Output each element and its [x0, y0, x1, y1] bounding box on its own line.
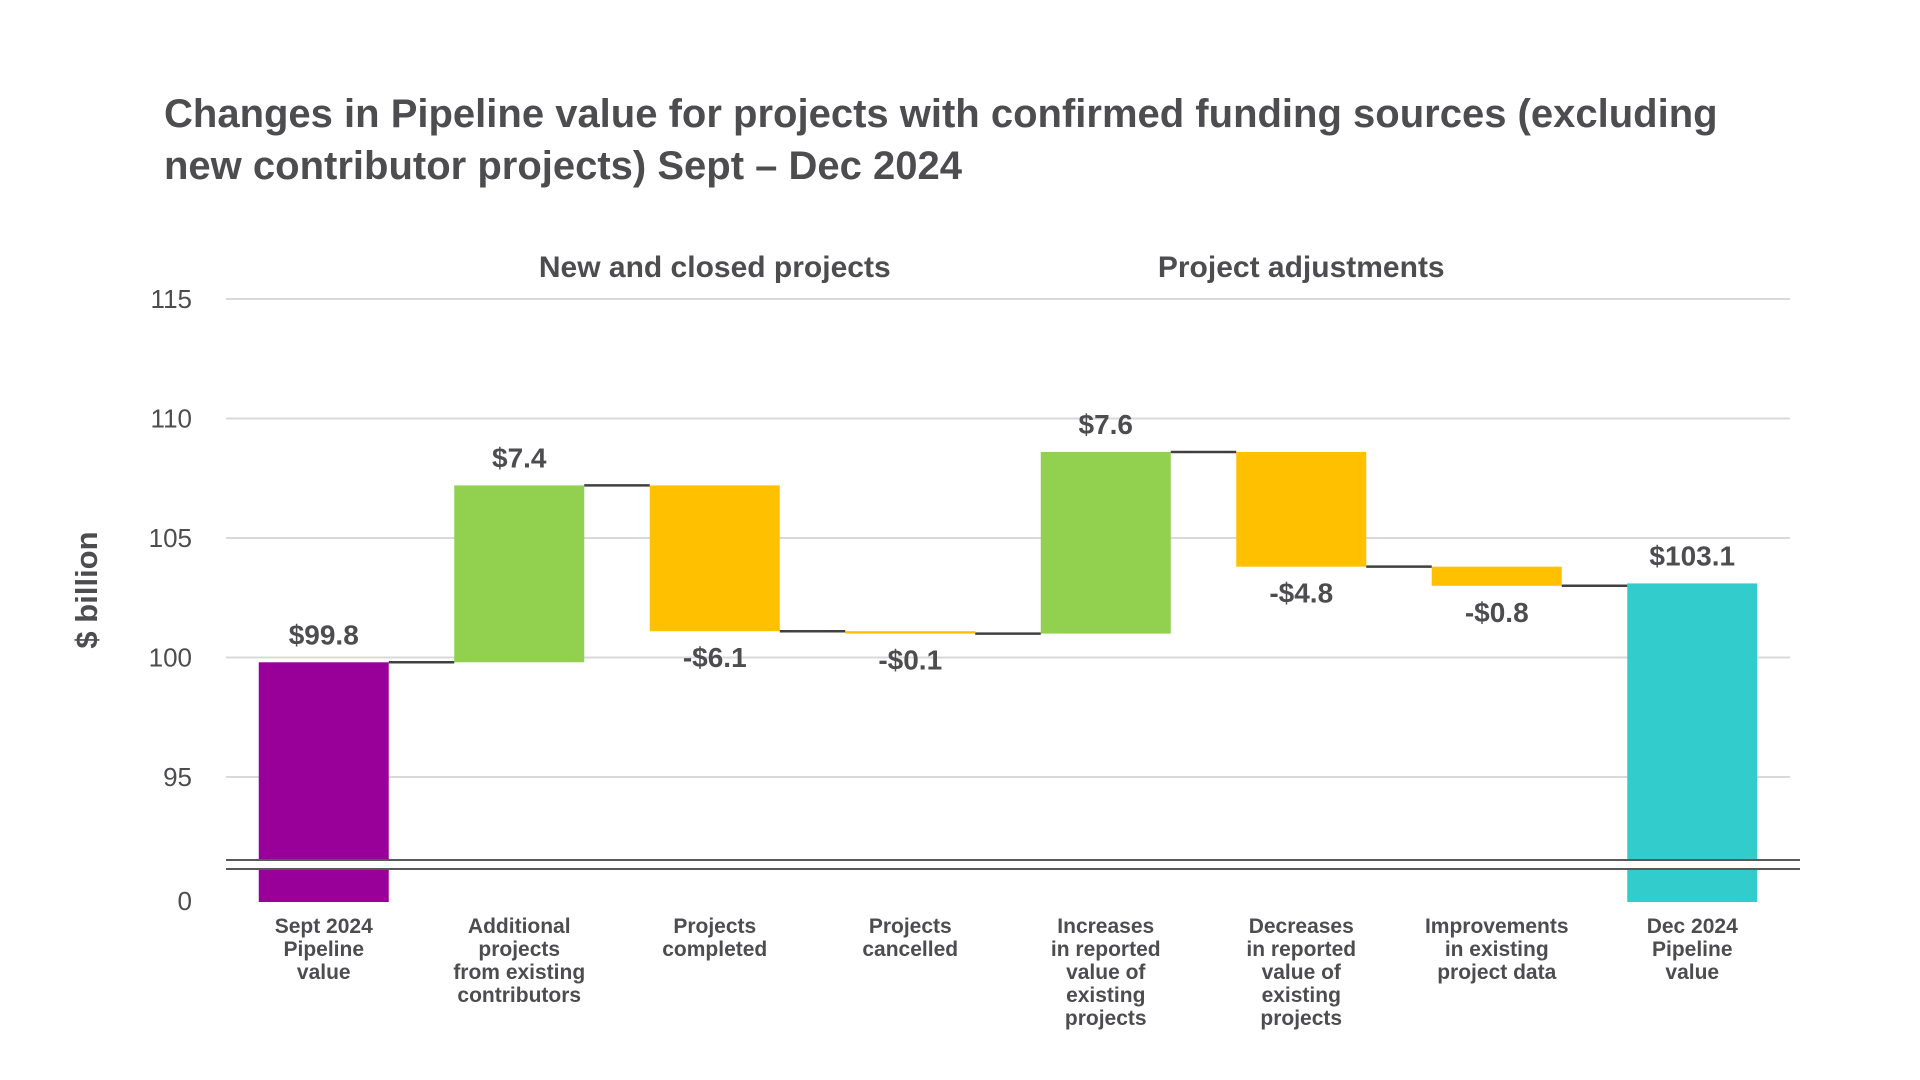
- connectors: [388, 450, 1628, 664]
- category-label-5-line-3: existing: [1262, 984, 1341, 1007]
- bar-1: [454, 485, 585, 663]
- y-tick-110: 110: [151, 404, 192, 434]
- category-label-1-line-2: from existing: [453, 961, 585, 984]
- group-label-1: Project adjustments: [1158, 251, 1445, 284]
- category-label-2-line-0: Projects: [673, 915, 756, 938]
- gridlines: [226, 298, 1790, 778]
- category-label-6-line-2: project data: [1437, 961, 1556, 984]
- y-axis-ticks: 95 100 105 110 115 0: [149, 284, 192, 916]
- category-label-4-line-0: Increases: [1057, 915, 1154, 938]
- category-label-0-line-2: value: [297, 961, 351, 984]
- category-label-7-line-0: Dec 2024: [1647, 915, 1738, 938]
- category-label-4-line-3: existing: [1066, 984, 1145, 1007]
- category-label-4-line-1: in reported: [1051, 938, 1161, 961]
- category-label-3: Projects cancelled: [862, 915, 958, 961]
- bar-4: [1040, 451, 1171, 634]
- data-label-1: $7.4: [492, 442, 547, 473]
- group-labels: New and closed projects Project adjustmen…: [539, 251, 1445, 284]
- group-label-0: New and closed projects: [539, 251, 891, 284]
- data-label-0: $99.8: [289, 619, 359, 650]
- y-tick-95: 95: [163, 762, 192, 792]
- category-label-5-line-0: Decreases: [1249, 915, 1354, 938]
- category-label-2: Projects completed: [662, 915, 767, 961]
- category-label-0: Sept 2024 Pipeline value: [275, 915, 373, 984]
- chart-title-line-2: new contributor projects) Sept – Dec 202…: [164, 144, 962, 188]
- category-label-5-line-1: in reported: [1246, 938, 1356, 961]
- y-tick-0: 0: [178, 886, 192, 916]
- axis-break-gap: [216, 861, 1800, 868]
- y-tick-100: 100: [149, 643, 192, 673]
- category-label-7: Dec 2024 Pipeline value: [1647, 915, 1738, 984]
- data-label-5: -$4.8: [1269, 578, 1333, 609]
- data-label-4: $7.6: [1079, 409, 1134, 440]
- data-label-6: -$0.8: [1465, 597, 1529, 628]
- category-label-6-line-1: in existing: [1445, 938, 1549, 961]
- data-label-3: -$0.1: [878, 645, 942, 676]
- category-label-1-line-1: projects: [478, 938, 560, 961]
- bar-5: [1236, 451, 1367, 567]
- category-label-6-line-0: Improvements: [1425, 915, 1569, 938]
- chart-title: Changes in Pipeline value for projects w…: [164, 88, 1804, 192]
- data-label-2: -$6.1: [683, 642, 747, 673]
- y-tick-105: 105: [149, 523, 192, 553]
- category-label-4-line-4: projects: [1065, 1007, 1147, 1030]
- category-label-2-line-1: completed: [662, 938, 767, 961]
- category-label-4: Increases in reported value of existing proj…: [1051, 915, 1161, 1030]
- data-labels: $99.8 $7.4 -$6.1 -$0.1 $7.6 -$4.8 -$0.8 $103.1: [289, 409, 1735, 676]
- bars: [258, 451, 1758, 902]
- category-label-7-line-2: value: [1665, 961, 1719, 984]
- bar-6: [1431, 566, 1562, 586]
- bar-3: [845, 631, 976, 634]
- category-label-5-line-4: projects: [1260, 1007, 1342, 1030]
- y-tick-115: 115: [151, 284, 192, 314]
- category-label-6: Improvements in existing project data: [1425, 915, 1569, 984]
- category-label-1: Additional projects from existing contribut…: [453, 915, 585, 1007]
- data-label-7: $103.1: [1649, 540, 1735, 571]
- y-axis-label: $ billion: [69, 531, 104, 648]
- bar-2: [649, 485, 780, 632]
- category-label-3-line-1: cancelled: [862, 938, 958, 961]
- category-label-5-line-2: value of: [1262, 961, 1342, 984]
- bar-7: [1627, 583, 1758, 902]
- chart-title-line-1: Changes in Pipeline value for projects w…: [164, 92, 1718, 136]
- category-label-1-line-0: Additional: [468, 915, 571, 938]
- category-label-0-line-1: Pipeline: [283, 938, 364, 961]
- category-label-1-line-3: contributors: [457, 984, 581, 1007]
- axis-break: [216, 859, 1800, 870]
- category-label-4-line-2: value of: [1066, 961, 1146, 984]
- category-label-7-line-1: Pipeline: [1652, 938, 1733, 961]
- category-label-0-line-0: Sept 2024: [275, 915, 373, 938]
- category-label-5: Decreases in reported value of existing proj…: [1246, 915, 1356, 1030]
- category-label-3-line-0: Projects: [869, 915, 952, 938]
